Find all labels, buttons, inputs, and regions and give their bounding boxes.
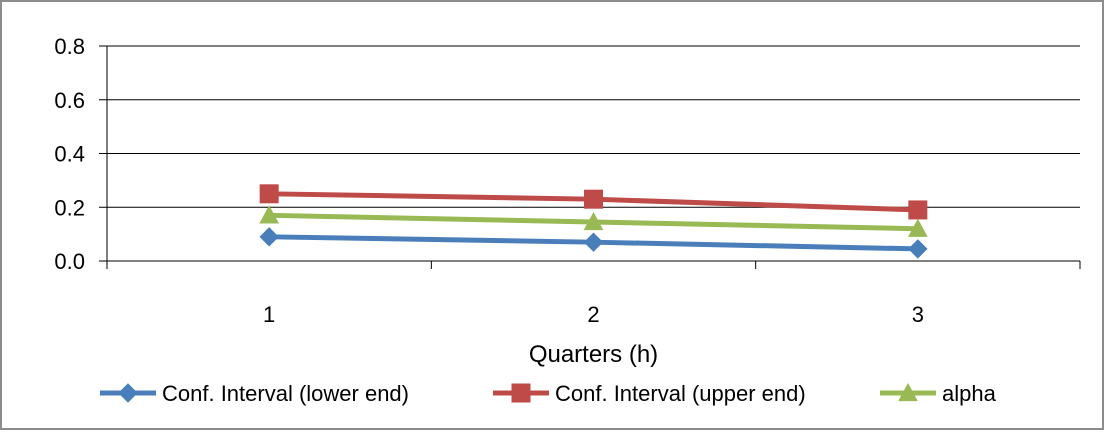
legend-item: Conf. Interval (lower end) (100, 381, 409, 406)
y-tick-label: 0.0 (54, 249, 85, 274)
data-point (583, 211, 604, 231)
legend-label: Conf. Interval (lower end) (162, 381, 409, 406)
series-2 (259, 205, 928, 237)
x-axis-title: Quarters (h) (529, 341, 658, 368)
legend-item: alpha (880, 381, 997, 406)
legend-marker (511, 383, 531, 403)
legend-label: alpha (942, 381, 997, 406)
grid-lines (107, 45, 1080, 208)
data-point (259, 227, 279, 247)
data-point (907, 218, 928, 237)
legend: Conf. Interval (lower end) Conf. Interval… (100, 381, 997, 406)
legend-label: Conf. Interval (upper end) (555, 381, 806, 406)
series-0 (259, 227, 928, 259)
x-tick-label: 3 (912, 302, 924, 327)
y-tick-label: 0.6 (54, 88, 85, 113)
data-point (583, 232, 604, 252)
axes: 0.0 0.2 0.4 0.6 0.8 1 2 3 (54, 34, 1081, 327)
x-tick-label: 2 (587, 302, 599, 327)
y-tick-label: 0.4 (54, 142, 85, 167)
legend-item: Conf. Interval (upper end) (493, 381, 806, 406)
y-tick-label: 0.2 (54, 195, 85, 220)
legend-marker (898, 382, 918, 402)
data-point (908, 200, 928, 220)
legend-marker (118, 383, 138, 403)
series-lines (259, 184, 928, 259)
data-point (908, 239, 928, 259)
y-tick-label: 0.8 (54, 34, 85, 59)
series-1 (259, 184, 928, 220)
data-point (259, 205, 280, 224)
x-tick-label: 1 (263, 302, 275, 327)
data-point (584, 189, 603, 209)
data-point (259, 184, 279, 204)
